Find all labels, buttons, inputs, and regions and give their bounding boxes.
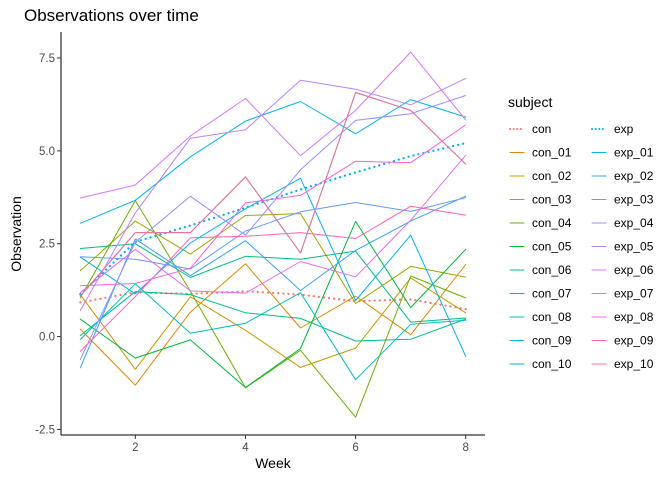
series-line-exp-06: [79, 51, 467, 199]
series-line-exp-08: [79, 124, 467, 287]
legend-label: con_04: [532, 216, 572, 230]
legend-title: subject: [508, 94, 553, 110]
legend-label: exp_09: [614, 334, 654, 348]
legend-item-con-04: con_04: [509, 216, 572, 230]
legend-item-exp-06: exp_06: [591, 263, 654, 277]
series-line-con-09: [79, 177, 467, 357]
legend-label: con_03: [532, 193, 572, 207]
legend-item-exp-04: exp_04: [591, 216, 654, 230]
legend-item-exp-03: exp_03: [591, 193, 654, 207]
legend-label: con_01: [532, 146, 572, 160]
series-line-con-01: [79, 263, 467, 386]
series-line-exp-01: [79, 99, 467, 224]
series-line-con-08: [79, 283, 467, 381]
legend-label: exp_05: [614, 240, 654, 254]
series-line-exp-04: [79, 95, 467, 361]
series-line-con-06: [79, 243, 467, 323]
legend-label: exp_01: [614, 146, 654, 160]
legend-item-con-05: con_05: [509, 240, 572, 254]
legend-label: exp_04: [614, 216, 654, 230]
legend-label: exp_10: [614, 357, 654, 371]
legend-label: con_06: [532, 263, 572, 277]
y-tick-label: -2.5: [35, 424, 55, 436]
series-line-exp-09: [79, 205, 467, 352]
legend-label: exp_06: [614, 263, 654, 277]
series-line-con-03: [79, 213, 467, 304]
legend-label: con_05: [532, 240, 572, 254]
legend-item-exp: exp: [591, 122, 634, 136]
legend-label: exp_02: [614, 169, 654, 183]
series-line-exp-10: [79, 92, 467, 297]
legend-item-con-02: con_02: [509, 169, 572, 183]
legend-item-exp-07: exp_07: [591, 287, 654, 301]
legend-label: exp_03: [614, 193, 654, 207]
series-line-con-07: [79, 291, 467, 342]
legend-label: con_07: [532, 287, 572, 301]
legend-item-con-03: con_03: [509, 193, 572, 207]
legend-label: con_02: [532, 169, 572, 183]
legend: con con_01 con_02 con_03 con_04 con_05 con_06c…: [509, 122, 654, 371]
legend-label: exp_07: [614, 287, 654, 301]
legend-item-exp-10: exp_10: [591, 357, 654, 371]
series-line-exp: [79, 142, 467, 296]
legend-item-con-09: con_09: [509, 334, 572, 348]
series-line-con-02: [79, 277, 467, 370]
x-tick-label: 2: [132, 442, 138, 454]
series-line-con: [79, 290, 467, 311]
legend-item-con-01: con_01: [509, 146, 572, 160]
legend-item-con-10: con_10: [509, 357, 572, 371]
legend-item-con-08: con_08: [509, 310, 572, 324]
legend-item-con: con: [509, 122, 551, 136]
legend-label: con_08: [532, 310, 572, 324]
legend-item-exp-01: exp_01: [591, 146, 654, 160]
x-tick-label: 4: [242, 442, 249, 454]
legend-label: con: [532, 122, 551, 136]
axes: 2 4 6 8 -2.5 0.0 2.5 5.0 7.5: [35, 32, 485, 454]
series-line-exp-05: [79, 77, 467, 312]
chart-title: Observations over time: [24, 6, 199, 25]
series-line-exp-02: [79, 195, 467, 369]
legend-item-exp-05: exp_05: [591, 240, 654, 254]
x-tick-label: 6: [352, 442, 358, 454]
y-tick-label: 7.5: [39, 53, 55, 65]
legend-label: exp_08: [614, 310, 654, 324]
legend-item-exp-09: exp_09: [591, 334, 654, 348]
legend-label: exp: [614, 122, 634, 136]
legend-item-con-06: con_06: [509, 263, 572, 277]
y-tick-label: 2.5: [39, 239, 55, 251]
y-tick-label: 0.0: [39, 332, 55, 344]
legend-label: con_09: [532, 334, 572, 348]
x-axis-label: Week: [255, 455, 291, 471]
legend-label: con_10: [532, 357, 572, 371]
series-line-con-04: [79, 200, 467, 418]
legend-item-exp-02: exp_02: [591, 169, 654, 183]
legend-item-con-07: con_07: [509, 287, 572, 301]
series-lines: [79, 51, 467, 418]
y-tick-label: 5.0: [39, 146, 55, 158]
series-line-exp-07: [79, 154, 467, 294]
series-line-con-05: [79, 220, 467, 388]
series-line-exp-03: [79, 197, 467, 270]
legend-item-exp-08: exp_08: [591, 310, 654, 324]
x-tick-label: 8: [463, 442, 469, 454]
